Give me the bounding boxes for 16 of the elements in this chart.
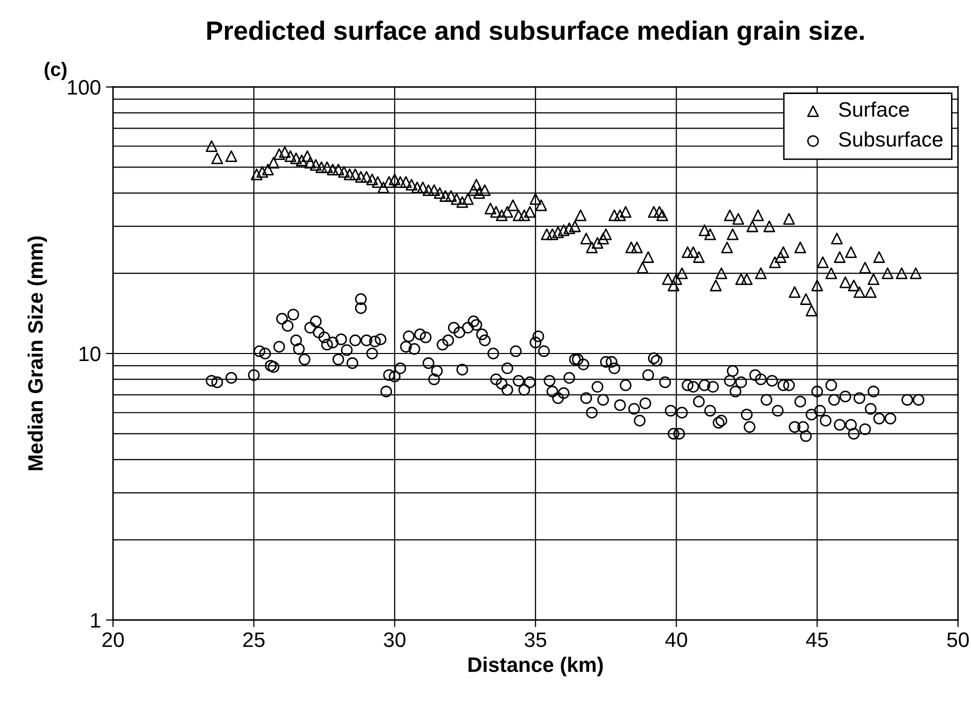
y-tick-label: 1 xyxy=(91,613,100,628)
x-tick-label: 25 xyxy=(243,632,265,648)
x-tick-label: 20 xyxy=(102,632,124,648)
y-axis-title: Median Grain Size (mm) xyxy=(28,236,47,470)
legend-label: Surface xyxy=(838,102,909,117)
text: (c) xyxy=(44,62,66,80)
legend-label: Subsurface xyxy=(838,131,942,147)
x-tick-label: 30 xyxy=(384,632,406,648)
x-tick-label: 35 xyxy=(524,632,546,648)
x-tick-label: 40 xyxy=(665,632,688,648)
y-tick-label: 100 xyxy=(68,80,100,95)
x-tick-label: 50 xyxy=(947,632,969,648)
x-tick-label: 45 xyxy=(806,632,828,648)
chart-title: Predicted surface and subsurface median grain size. xyxy=(207,20,864,46)
x-axis-title: Distance (km) xyxy=(468,656,603,676)
y-tick-label: 10 xyxy=(80,346,100,362)
